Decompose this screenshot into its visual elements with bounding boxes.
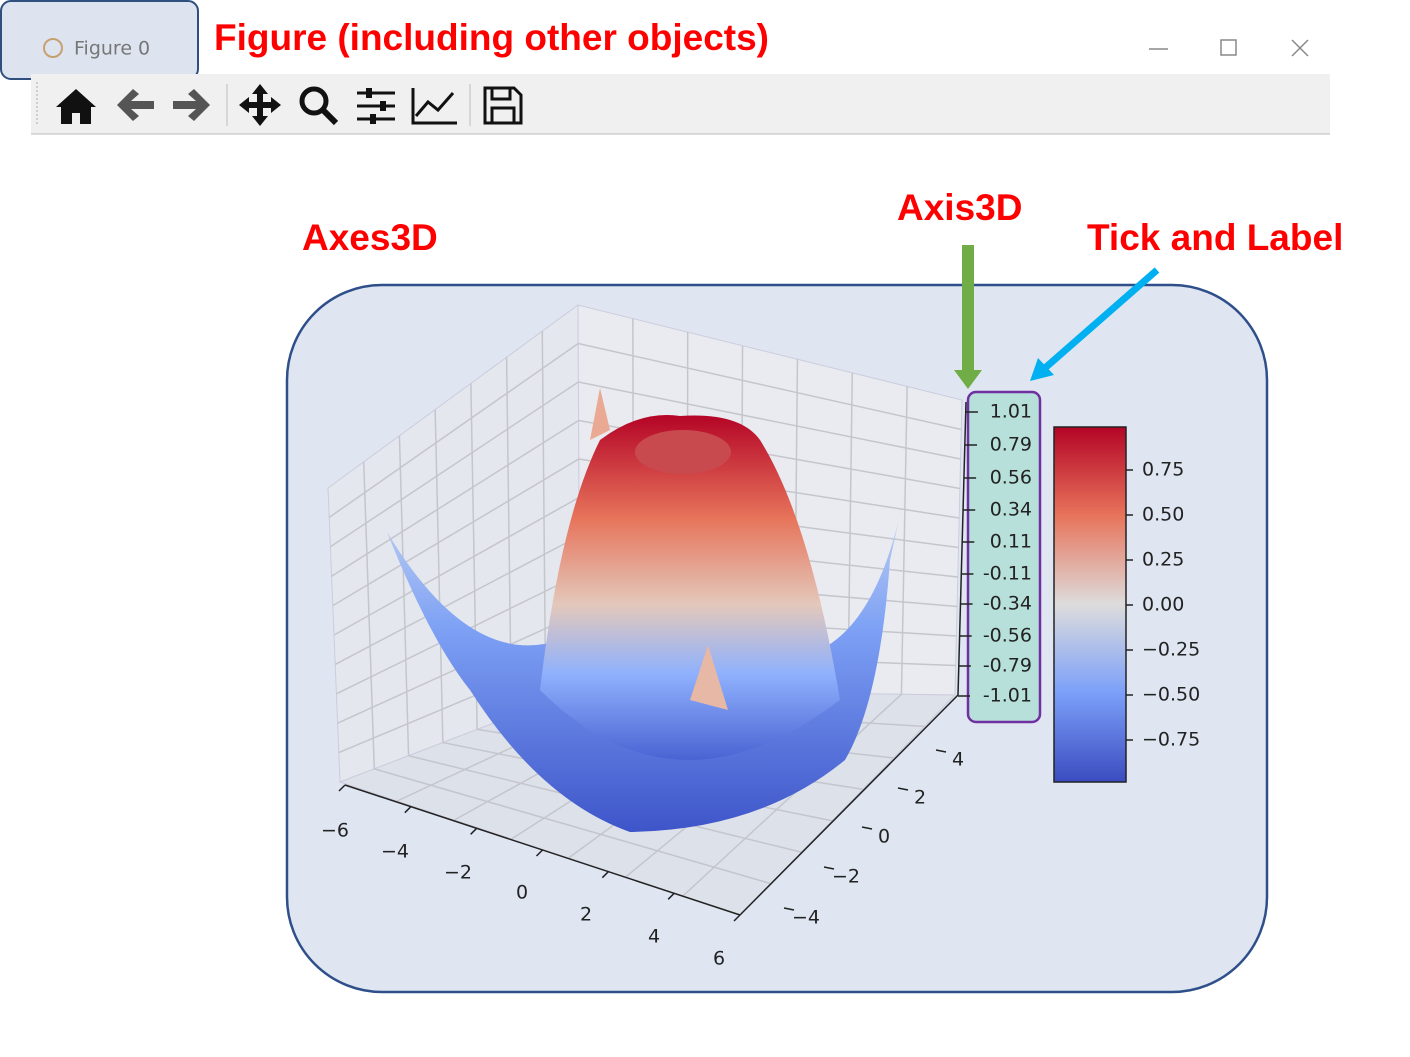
z-tick-label: -0.34 [983, 593, 1032, 615]
x-tick [470, 827, 478, 835]
tick-highlight [966, 390, 1042, 724]
y-tick [783, 907, 795, 911]
y-tick-label: 0 [878, 826, 890, 848]
x-tick [667, 892, 675, 900]
arrow-axis-head [954, 370, 982, 389]
colorbar-tick-label: −0.75 [1142, 729, 1200, 751]
grid-line [332, 458, 580, 607]
surface-crater [635, 430, 731, 474]
colorbar [1053, 426, 1127, 783]
surface-dome [540, 415, 840, 760]
annotation-axis: Axis3D [897, 187, 1022, 228]
grid-line [682, 693, 902, 897]
y-tick [897, 787, 909, 791]
grid-line [333, 496, 580, 636]
configure-button[interactable] [357, 88, 395, 124]
z-axis-line [957, 401, 967, 696]
colorbar-tick-label: −0.25 [1142, 639, 1200, 661]
x-tick [535, 849, 544, 857]
grid-line [329, 381, 579, 548]
colorbar-tick-label: 0.00 [1142, 594, 1184, 616]
z-tick-label: 0.79 [990, 434, 1032, 456]
grid-line [334, 535, 580, 666]
y-tick-label: −2 [832, 866, 860, 888]
annotation-tick: Tick and Label [1087, 217, 1343, 258]
home-button[interactable] [56, 89, 96, 124]
z-tick-label: -0.11 [983, 563, 1032, 585]
back-button[interactable] [117, 89, 154, 121]
z-tick-label: 0.56 [990, 467, 1032, 489]
close-button[interactable] [1291, 39, 1309, 57]
grid-line [331, 419, 579, 577]
arrow-tick [1042, 267, 1160, 371]
edit-axis-button[interactable] [411, 88, 457, 125]
x-tick-label: −4 [381, 841, 409, 863]
x-tick-label: 4 [648, 926, 660, 948]
annotation-axes: Axes3D [302, 217, 438, 258]
y-axis-line [739, 694, 959, 916]
arrow-tick-head [1030, 358, 1054, 381]
grid-line [578, 342, 962, 431]
x-tick-label: 6 [713, 948, 725, 970]
z-tick-label: -0.56 [983, 625, 1032, 647]
x-tick [404, 806, 412, 814]
y-tick-label: 2 [914, 787, 926, 809]
grid-line [374, 768, 771, 885]
maximize-button[interactable] [1220, 39, 1237, 56]
y-tick-label: 4 [952, 749, 964, 771]
y-tick [935, 749, 947, 753]
x-tick-label: −6 [321, 820, 349, 842]
colorbar-tick-label: 0.25 [1142, 549, 1184, 571]
y-tick [823, 866, 835, 870]
x-tick [601, 871, 609, 879]
z-tick-label: -1.01 [983, 685, 1032, 707]
x-tick [338, 784, 346, 792]
app-icon [43, 38, 63, 58]
z-tick-label: 1.01 [990, 401, 1032, 423]
colorbar-tick-label: −0.50 [1142, 684, 1200, 706]
pan-button[interactable] [239, 84, 281, 126]
grid-line [578, 381, 961, 460]
colorbar-tick-label: 0.50 [1142, 504, 1184, 526]
y-tick [861, 826, 873, 830]
annotation-figure: Figure (including other objects) [214, 17, 769, 58]
colorbar-tick-label: 0.75 [1142, 459, 1184, 481]
window-title: Figure 0 [74, 38, 150, 60]
z-tick-label: -0.79 [983, 655, 1032, 677]
x-tick-label: 2 [580, 904, 592, 926]
z-tick-label: 0.34 [990, 499, 1032, 521]
toolbar [31, 74, 1330, 134]
surface-spike [590, 388, 610, 440]
forward-button[interactable] [173, 89, 210, 121]
y-tick-label: −4 [792, 907, 820, 929]
x-tick-label: −2 [444, 862, 472, 884]
save-button[interactable] [483, 86, 523, 125]
x-tick-label: 0 [516, 882, 528, 904]
z-tick-label: 0.11 [990, 531, 1032, 553]
x-tick [733, 914, 741, 922]
grid-line [328, 342, 579, 519]
surface-spike [690, 645, 728, 710]
zoom-button[interactable] [299, 86, 339, 126]
